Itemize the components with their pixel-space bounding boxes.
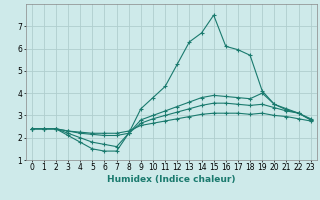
- X-axis label: Humidex (Indice chaleur): Humidex (Indice chaleur): [107, 175, 236, 184]
